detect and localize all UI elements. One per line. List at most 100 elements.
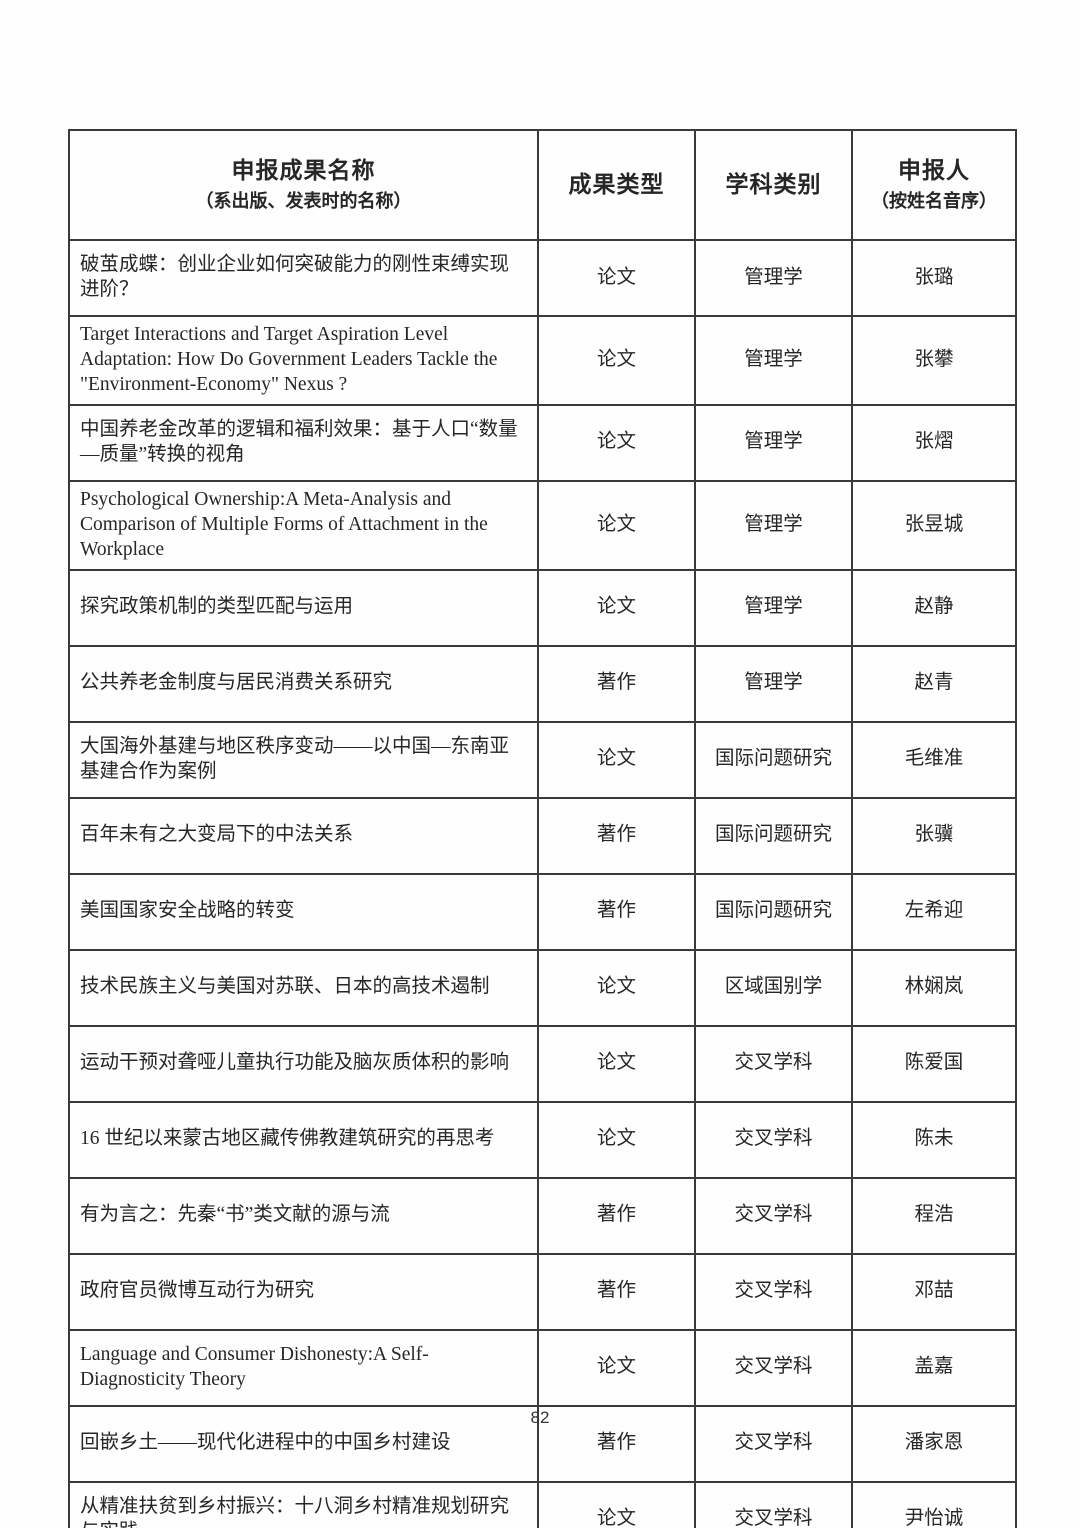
subject-category-cell: 管理学 bbox=[694, 479, 853, 571]
applicant-name-cell: 赵青 bbox=[851, 644, 1017, 723]
result-type-cell: 论文 bbox=[537, 403, 696, 482]
result-type-cell: 论文 bbox=[537, 568, 696, 647]
header-row: 申报成果名称 （系出版、发表时的名称） 成果类型 学科类别 申报人 （按姓名音序… bbox=[68, 129, 1017, 241]
table-row: 公共养老金制度与居民消费关系研究 著作 管理学 赵青 bbox=[68, 644, 1017, 723]
table-row: Language and Consumer Dishonesty:A Self-… bbox=[68, 1328, 1017, 1407]
applicant-name-cell: 陈爱国 bbox=[851, 1024, 1017, 1103]
header-subject-category: 学科类别 bbox=[694, 129, 853, 241]
table-row: 运动干预对聋哑儿童执行功能及脑灰质体积的影响 论文 交叉学科 陈爱国 bbox=[68, 1024, 1017, 1103]
applicant-name-cell: 张昱城 bbox=[851, 479, 1017, 571]
table-row: 回嵌乡土——现代化进程中的中国乡村建设 著作 交叉学科 潘家恩 bbox=[68, 1404, 1017, 1483]
result-name-cell: 公共养老金制度与居民消费关系研究 bbox=[68, 644, 539, 723]
subject-category-cell: 区域国别学 bbox=[694, 948, 853, 1027]
applicant-name-cell: 张骥 bbox=[851, 796, 1017, 875]
table-row: 技术民族主义与美国对苏联、日本的高技术遏制 论文 区域国别学 林娴岚 bbox=[68, 948, 1017, 1027]
result-type-cell: 论文 bbox=[537, 1100, 696, 1179]
result-type-cell: 著作 bbox=[537, 644, 696, 723]
table-row: Target Interactions and Target Aspiratio… bbox=[68, 315, 1017, 406]
result-type-cell: 著作 bbox=[537, 1252, 696, 1331]
subject-category-cell: 国际问题研究 bbox=[694, 720, 853, 799]
subject-category-cell: 国际问题研究 bbox=[694, 872, 853, 951]
result-name-cell: 政府官员微博互动行为研究 bbox=[68, 1252, 539, 1331]
applicant-name-cell: 尹怡诚 bbox=[851, 1480, 1017, 1528]
subject-category-cell: 交叉学科 bbox=[694, 1024, 853, 1103]
applicant-name-cell: 毛维准 bbox=[851, 720, 1017, 799]
result-name-cell: 运动干预对聋哑儿童执行功能及脑灰质体积的影响 bbox=[68, 1024, 539, 1103]
subject-category-cell: 国际问题研究 bbox=[694, 796, 853, 875]
subject-category-cell: 管理学 bbox=[694, 644, 853, 723]
table-row: Psychological Ownership:A Meta-Analysis … bbox=[68, 479, 1017, 571]
result-name-cell: 技术民族主义与美国对苏联、日本的高技术遏制 bbox=[68, 948, 539, 1027]
result-type-cell: 著作 bbox=[537, 1176, 696, 1255]
table-row: 大国海外基建与地区秩序变动——以中国—东南亚基建合作为案例 论文 国际问题研究 毛维准 bbox=[68, 720, 1017, 799]
subject-category-cell: 交叉学科 bbox=[694, 1404, 853, 1483]
applicant-name-cell: 邓喆 bbox=[851, 1252, 1017, 1331]
table-row: 美国国家安全战略的转变 著作 国际问题研究 左希迎 bbox=[68, 872, 1017, 951]
result-name-cell: 百年未有之大变局下的中法关系 bbox=[68, 796, 539, 875]
result-type-cell: 论文 bbox=[537, 1024, 696, 1103]
result-name-cell: 中国养老金改革的逻辑和福利效果：基于人口“数量—质量”转换的视角 bbox=[68, 403, 539, 482]
header-result-type: 成果类型 bbox=[537, 129, 696, 241]
table-row: 16 世纪以来蒙古地区藏传佛教建筑研究的再思考 论文 交叉学科 陈未 bbox=[68, 1100, 1017, 1179]
result-name-cell: 破茧成蝶：创业企业如何突破能力的刚性束缚实现进阶？ bbox=[68, 239, 539, 317]
header-result-name-title: 申报成果名称 bbox=[231, 158, 376, 184]
table-row: 政府官员微博互动行为研究 著作 交叉学科 邓喆 bbox=[68, 1252, 1017, 1331]
header-applicant-title: 申报人 bbox=[898, 158, 970, 184]
subject-category-cell: 管理学 bbox=[694, 315, 853, 406]
result-name-cell: 美国国家安全战略的转变 bbox=[68, 872, 539, 951]
subject-category-cell: 交叉学科 bbox=[694, 1480, 853, 1528]
header-result-name-subtitle: （系出版、发表时的名称） bbox=[195, 191, 412, 212]
result-type-cell: 论文 bbox=[537, 479, 696, 571]
table-row: 中国养老金改革的逻辑和福利效果：基于人口“数量—质量”转换的视角 论文 管理学 张熠 bbox=[68, 403, 1017, 482]
result-type-cell: 著作 bbox=[537, 1404, 696, 1483]
result-name-cell: 探究政策机制的类型匹配与运用 bbox=[68, 568, 539, 647]
applicant-name-cell: 程浩 bbox=[851, 1176, 1017, 1255]
table-row: 有为言之：先秦“书”类文献的源与流 著作 交叉学科 程浩 bbox=[68, 1176, 1017, 1255]
result-name-cell: Psychological Ownership:A Meta-Analysis … bbox=[68, 479, 539, 571]
table-body: 破茧成蝶：创业企业如何突破能力的刚性束缚实现进阶？ 论文 管理学 张璐 Target I… bbox=[68, 239, 1017, 1528]
subject-category-cell: 交叉学科 bbox=[694, 1328, 853, 1407]
header-applicant-subtitle: （按姓名音序） bbox=[871, 191, 997, 212]
table-header: 申报成果名称 （系出版、发表时的名称） 成果类型 学科类别 申报人 （按姓名音序… bbox=[68, 129, 1017, 241]
applicant-name-cell: 张熠 bbox=[851, 403, 1017, 482]
result-type-cell: 论文 bbox=[537, 948, 696, 1027]
result-name-cell: Target Interactions and Target Aspiratio… bbox=[68, 315, 539, 406]
applicant-name-cell: 张璐 bbox=[851, 239, 1017, 317]
result-type-cell: 论文 bbox=[537, 1328, 696, 1407]
result-type-cell: 著作 bbox=[537, 796, 696, 875]
applicant-name-cell: 赵静 bbox=[851, 568, 1017, 647]
header-applicant: 申报人 （按姓名音序） bbox=[851, 129, 1017, 241]
achievements-table: 申报成果名称 （系出版、发表时的名称） 成果类型 学科类别 申报人 （按姓名音序… bbox=[68, 129, 1017, 1528]
result-type-cell: 著作 bbox=[537, 872, 696, 951]
table-row: 探究政策机制的类型匹配与运用 论文 管理学 赵静 bbox=[68, 568, 1017, 647]
subject-category-cell: 交叉学科 bbox=[694, 1252, 853, 1331]
header-result-name: 申报成果名称 （系出版、发表时的名称） bbox=[68, 129, 539, 241]
applicant-name-cell: 张攀 bbox=[851, 315, 1017, 406]
result-name-cell: Language and Consumer Dishonesty:A Self-… bbox=[68, 1328, 539, 1407]
result-name-cell: 从精准扶贫到乡村振兴：十八洞乡村精准规划研究与实践 bbox=[68, 1480, 539, 1528]
result-name-cell: 大国海外基建与地区秩序变动——以中国—东南亚基建合作为案例 bbox=[68, 720, 539, 799]
applicant-name-cell: 潘家恩 bbox=[851, 1404, 1017, 1483]
table-row: 从精准扶贫到乡村振兴：十八洞乡村精准规划研究与实践论文交叉学科尹怡诚 bbox=[68, 1480, 1017, 1528]
table-row: 破茧成蝶：创业企业如何突破能力的刚性束缚实现进阶？ 论文 管理学 张璐 bbox=[68, 239, 1017, 317]
subject-category-cell: 交叉学科 bbox=[694, 1176, 853, 1255]
header-result-type-title: 成果类型 bbox=[568, 172, 665, 198]
applicant-name-cell: 盖嘉 bbox=[851, 1328, 1017, 1407]
result-name-cell: 16 世纪以来蒙古地区藏传佛教建筑研究的再思考 bbox=[68, 1100, 539, 1179]
header-subject-category-title: 学科类别 bbox=[725, 172, 822, 198]
page-number: 82 bbox=[530, 1408, 550, 1427]
applicant-name-cell: 左希迎 bbox=[851, 872, 1017, 951]
table-row: 百年未有之大变局下的中法关系 著作 国际问题研究 张骥 bbox=[68, 796, 1017, 875]
result-name-cell: 有为言之：先秦“书”类文献的源与流 bbox=[68, 1176, 539, 1255]
subject-category-cell: 管理学 bbox=[694, 403, 853, 482]
result-type-cell: 论文 bbox=[537, 239, 696, 317]
subject-category-cell: 管理学 bbox=[694, 568, 853, 647]
applicant-name-cell: 陈未 bbox=[851, 1100, 1017, 1179]
result-name-cell: 回嵌乡土——现代化进程中的中国乡村建设 bbox=[68, 1404, 539, 1483]
applicant-name-cell: 林娴岚 bbox=[851, 948, 1017, 1027]
subject-category-cell: 管理学 bbox=[694, 239, 853, 317]
result-type-cell: 论文 bbox=[537, 1480, 696, 1528]
result-type-cell: 论文 bbox=[537, 720, 696, 799]
subject-category-cell: 交叉学科 bbox=[694, 1100, 853, 1179]
